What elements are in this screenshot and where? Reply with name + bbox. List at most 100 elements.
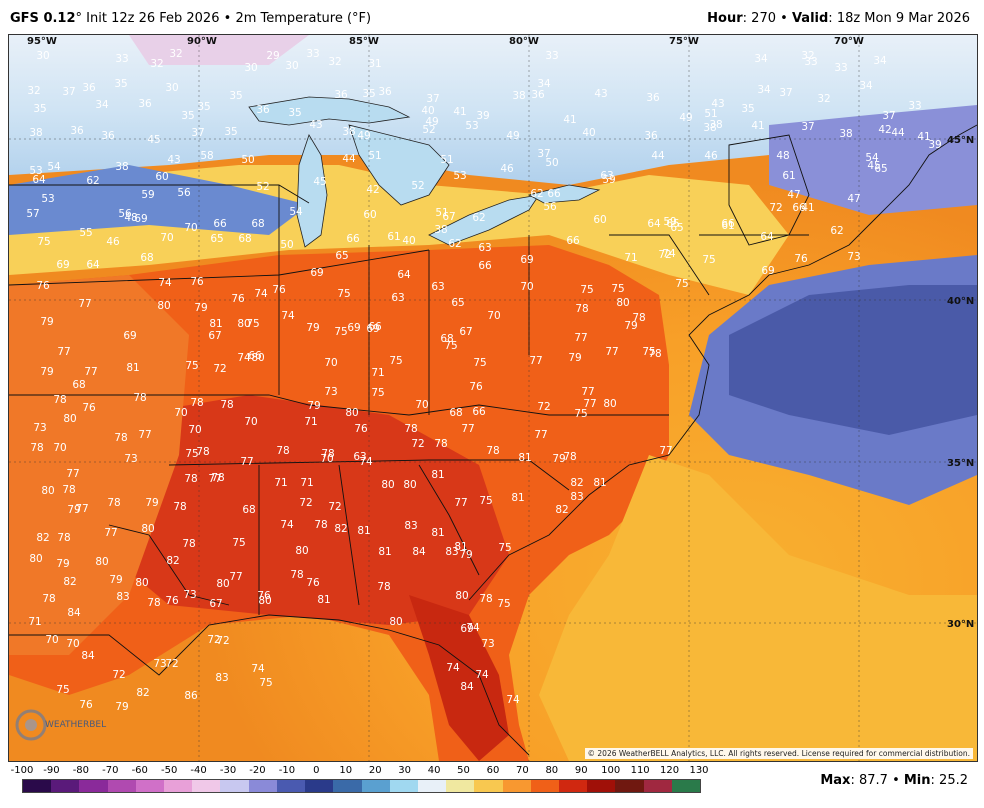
temperature-value: 45 bbox=[147, 134, 160, 146]
temperature-value: 77 bbox=[57, 346, 70, 358]
temperature-value: 83 bbox=[215, 672, 228, 684]
temperature-value: 73 bbox=[481, 638, 494, 650]
colorbar-segment bbox=[135, 780, 165, 792]
temperature-value: 79 bbox=[624, 320, 637, 332]
temperature-value: 69 bbox=[460, 623, 473, 635]
temperature-value: 73 bbox=[847, 251, 860, 263]
temperature-value: 78 bbox=[211, 472, 224, 484]
temperature-value: 65 bbox=[666, 218, 679, 230]
max-min-readout: Max: 87.7 • Min: 25.2 bbox=[820, 773, 968, 788]
temperature-value: 64 bbox=[760, 231, 774, 243]
temperature-value: 50 bbox=[241, 154, 254, 166]
temperature-value: 32 bbox=[169, 48, 182, 60]
upper-midwest-cool-field bbox=[9, 165, 309, 235]
temperature-value: 69 bbox=[347, 322, 360, 334]
copyright-notice: © 2026 WeatherBELL Analytics, LLC. All r… bbox=[584, 748, 973, 759]
colorbar-tick-label: 110 bbox=[630, 765, 650, 776]
temperature-value: 30 bbox=[285, 60, 298, 72]
temperature-value: 38 bbox=[115, 161, 128, 173]
model-run-title: GFS 0.12° Init 12z 26 Feb 2026 • 2m Temp… bbox=[10, 11, 371, 26]
colorbar-tick-label: -70 bbox=[102, 765, 119, 776]
new-england-cool-field bbox=[769, 105, 977, 215]
temperature-value: 67 bbox=[442, 211, 455, 223]
temperature-value: 56 bbox=[118, 208, 132, 220]
temperature-value: 78 bbox=[30, 442, 43, 454]
temperature-value: 43 bbox=[167, 154, 180, 166]
colorbar-tick-label: 100 bbox=[601, 765, 621, 776]
temperature-value: 74 bbox=[281, 310, 295, 322]
temperature-value: 79 bbox=[307, 400, 320, 412]
temperature-value: 82 bbox=[166, 555, 179, 567]
temperature-value: 66 bbox=[721, 218, 735, 230]
temperature-value: 37 bbox=[882, 110, 895, 122]
temperature-value: 75 bbox=[232, 537, 245, 549]
temperature-value: 77 bbox=[583, 398, 596, 410]
temperature-value: 72 bbox=[213, 363, 226, 375]
colorbar-segment bbox=[417, 780, 447, 792]
temperature-value: 70 bbox=[324, 357, 337, 369]
temperature-value: 59 bbox=[141, 189, 154, 201]
colorbar-segment bbox=[51, 780, 80, 792]
colorbar-tick-label: -40 bbox=[190, 765, 207, 776]
temperature-value: 54 bbox=[289, 206, 303, 218]
temperature-value: 62 bbox=[830, 225, 843, 237]
temperature-value: 72 bbox=[165, 658, 178, 670]
temperature-value: 44 bbox=[891, 127, 905, 139]
temperature-value: 79 bbox=[40, 316, 53, 328]
lon-label-70w: 70°W bbox=[834, 36, 864, 47]
temperature-value: 42 bbox=[366, 184, 379, 196]
temperature-value: 66 bbox=[472, 406, 486, 418]
colorbar bbox=[22, 779, 701, 793]
temperature-value: 51 bbox=[440, 154, 453, 166]
temperature-value: 78 bbox=[321, 448, 334, 460]
temperature-value: 68 bbox=[72, 379, 85, 391]
temperature-value: 73 bbox=[33, 422, 46, 434]
temperature-value: 41 bbox=[751, 120, 764, 132]
temperature-value: 54 bbox=[865, 152, 879, 164]
temperature-value: 80 bbox=[135, 577, 148, 589]
temperature-value: 32 bbox=[817, 93, 830, 105]
temperature-value: 76 bbox=[165, 595, 179, 607]
cold-north-field bbox=[9, 35, 977, 185]
temperature-value: 75 bbox=[246, 318, 259, 330]
lake-huron bbox=[348, 124, 450, 206]
temperature-value: 73 bbox=[324, 386, 337, 398]
temperature-map[interactable]: 95°W 90°W 85°W 80°W 75°W 70°W 45°N 40°N … bbox=[8, 34, 978, 762]
temperature-value: 68 bbox=[140, 252, 153, 264]
temperature-value: 49 bbox=[679, 112, 692, 124]
lat-label-40n: 40°N bbox=[947, 296, 974, 307]
temperature-value: 77 bbox=[104, 527, 117, 539]
temperature-value: 84 bbox=[81, 650, 95, 662]
temperature-value: 41 bbox=[563, 114, 576, 126]
temperature-value: 73 bbox=[124, 453, 137, 465]
temperature-value: 63 bbox=[431, 281, 444, 293]
temperature-value: 66 bbox=[248, 350, 262, 362]
temperature-value: 70 bbox=[160, 232, 173, 244]
temperature-value: 69 bbox=[520, 254, 533, 266]
colorbar-segment bbox=[361, 780, 391, 792]
temperature-value: 35 bbox=[33, 103, 46, 115]
temperature-value: 32 bbox=[801, 50, 814, 62]
colorbar-segment bbox=[643, 780, 673, 792]
temperature-value: 64 bbox=[647, 218, 661, 230]
temperature-value: 45 bbox=[867, 160, 880, 172]
temperature-value: 36 bbox=[101, 130, 115, 142]
temperature-value: 74 bbox=[237, 352, 251, 364]
temperature-value: 69 bbox=[123, 330, 136, 342]
min-label: Min bbox=[903, 773, 931, 788]
temperature-value: 71 bbox=[28, 616, 41, 628]
temperature-value: 78 bbox=[404, 423, 417, 435]
temperature-value: 83 bbox=[445, 546, 458, 558]
colorbar-tick-label: 70 bbox=[516, 765, 529, 776]
temperature-value: 76 bbox=[79, 699, 93, 711]
temperature-value: 66 bbox=[213, 218, 227, 230]
temperature-value: 36 bbox=[531, 89, 545, 101]
temperature-value: 80 bbox=[381, 479, 394, 491]
temperature-value: 78 bbox=[42, 593, 55, 605]
temperature-value: 63 bbox=[391, 292, 404, 304]
atlantic-field bbox=[539, 455, 977, 761]
temperature-value: 74 bbox=[158, 277, 172, 289]
temperature-value: 82 bbox=[136, 687, 149, 699]
temperature-value: 69 bbox=[366, 323, 379, 335]
temperature-value: 83 bbox=[570, 491, 583, 503]
